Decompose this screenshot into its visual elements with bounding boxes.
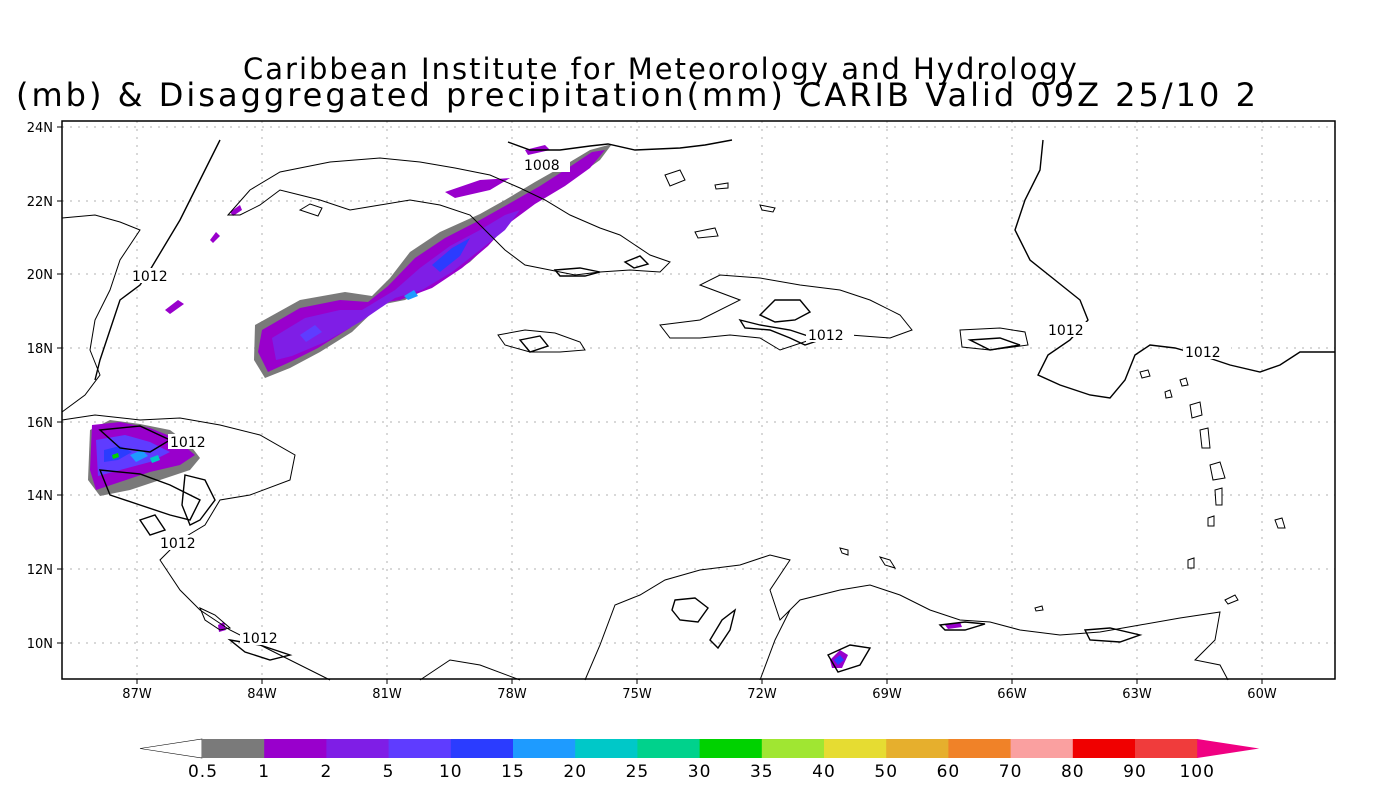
colorbar-swatch — [264, 739, 327, 758]
y-tick-label: 12N — [27, 563, 53, 578]
coast-cuba — [226, 157, 671, 276]
colorbar-swatch — [637, 739, 701, 758]
y-tick-label: 14N — [27, 489, 53, 504]
y-tick-label: 24N — [27, 121, 53, 136]
colorbar-swatch — [388, 739, 452, 758]
isobar-label: 1012 — [132, 269, 168, 285]
color-bar: 0.5 1 2 5 10 15 20 25 30 35 40 50 60 70 80 90 100 — [139, 738, 1260, 782]
colorbar-label: 70 — [999, 762, 1023, 782]
colorbar-right-arrow — [1197, 739, 1260, 758]
x-tick-label: 81W — [372, 687, 402, 702]
isobar-label: 1012 — [160, 536, 196, 552]
colorbar-swatch — [450, 739, 514, 758]
colorbar-label: 50 — [874, 762, 898, 782]
isobar-label: 1012 — [1048, 323, 1084, 339]
colorbar-label: 15 — [501, 762, 525, 782]
isobar-label: 1012 — [242, 631, 278, 647]
colorbar-label: 40 — [812, 762, 836, 782]
y-tick-label: 22N — [27, 195, 53, 210]
colorbar-label: 90 — [1123, 762, 1147, 782]
isobar-1012-east — [1014, 139, 1335, 399]
coastlines — [61, 157, 1286, 681]
colorbar-label: 30 — [688, 762, 712, 782]
coast-hispaniola — [659, 274, 913, 351]
x-tick-label: 87W — [122, 687, 152, 702]
colorbar-swatch — [948, 739, 1012, 758]
x-tick-label: 63W — [1122, 687, 1152, 702]
x-axis: 87W 84W 81W 78W 75W 72W 69W 66W 63W 60W — [122, 679, 1277, 702]
map-grid — [62, 121, 1335, 679]
isobar-label: 1012 — [170, 435, 206, 451]
colorbar-swatch — [1010, 739, 1074, 758]
isobar-1008 — [507, 139, 733, 151]
map-frame — [61, 120, 1336, 680]
precip-core-blue — [432, 238, 470, 272]
chart-title-line1: Caribbean Institute for Meteorology and … — [243, 52, 1079, 86]
x-tick-label: 75W — [622, 687, 652, 702]
chart-title-line2: (mb) & Disaggregated precipitation(mm) C… — [16, 76, 1259, 114]
x-tick-label: 66W — [997, 687, 1027, 702]
colorbar-swatch — [575, 739, 638, 758]
coast-central-america — [61, 214, 331, 681]
colorbar-left-arrow — [139, 738, 203, 759]
colorbar-label: 2 — [320, 762, 332, 782]
isobar-label: 1012 — [1185, 345, 1221, 361]
x-tick-label: 84W — [247, 687, 277, 702]
y-tick-label: 16N — [27, 416, 53, 431]
colorbar-label: 20 — [563, 762, 587, 782]
coast-south-america — [584, 554, 1229, 681]
colorbar-label: 60 — [937, 762, 961, 782]
y-tick-label: 20N — [27, 268, 53, 283]
colorbar-swatch — [513, 739, 576, 758]
colorbar-label: 10 — [439, 762, 463, 782]
x-tick-label: 78W — [497, 687, 527, 702]
coast-puerto-rico — [959, 327, 1029, 351]
colorbar-label: 0.5 — [188, 762, 218, 782]
y-tick-label: 10N — [27, 637, 53, 652]
colorbar-label: 100 — [1179, 762, 1214, 782]
y-tick-label: 18N — [27, 342, 53, 357]
isobar-1012-west — [94, 139, 221, 381]
colorbar-label: 5 — [383, 762, 395, 782]
colorbar-swatch — [886, 739, 949, 758]
x-tick-label: 69W — [872, 687, 902, 702]
precipitation-shading — [88, 144, 962, 668]
colorbar-swatch — [824, 739, 887, 758]
colorbar-swatch — [1135, 739, 1198, 758]
colorbar-label: 35 — [750, 762, 774, 782]
isobar-label: 1008 — [524, 158, 560, 174]
colorbar-swatch — [326, 739, 390, 758]
isobars — [94, 139, 1335, 673]
colorbar-swatch — [699, 739, 763, 758]
x-tick-label: 72W — [747, 687, 777, 702]
isobar-labels: 1008 1012 1012 1012 1012 1012 1012 1012 — [130, 157, 1231, 647]
colorbar-swatch — [1072, 739, 1136, 758]
precip-core-blue2 — [300, 325, 322, 342]
colorbar-label: 1 — [258, 762, 270, 782]
precip-spot-cyan — [404, 290, 418, 300]
y-axis: 24N 22N 20N 18N 16N 14N 12N 10N — [27, 121, 62, 652]
isobar-label: 1012 — [808, 328, 844, 344]
x-tick-label: 60W — [1247, 687, 1277, 702]
colorbar-swatch — [761, 739, 825, 758]
coast-jamaica — [497, 329, 586, 353]
colorbar-label: 25 — [626, 762, 650, 782]
colorbar-label: 80 — [1061, 762, 1085, 782]
colorbar-swatch — [202, 739, 265, 758]
